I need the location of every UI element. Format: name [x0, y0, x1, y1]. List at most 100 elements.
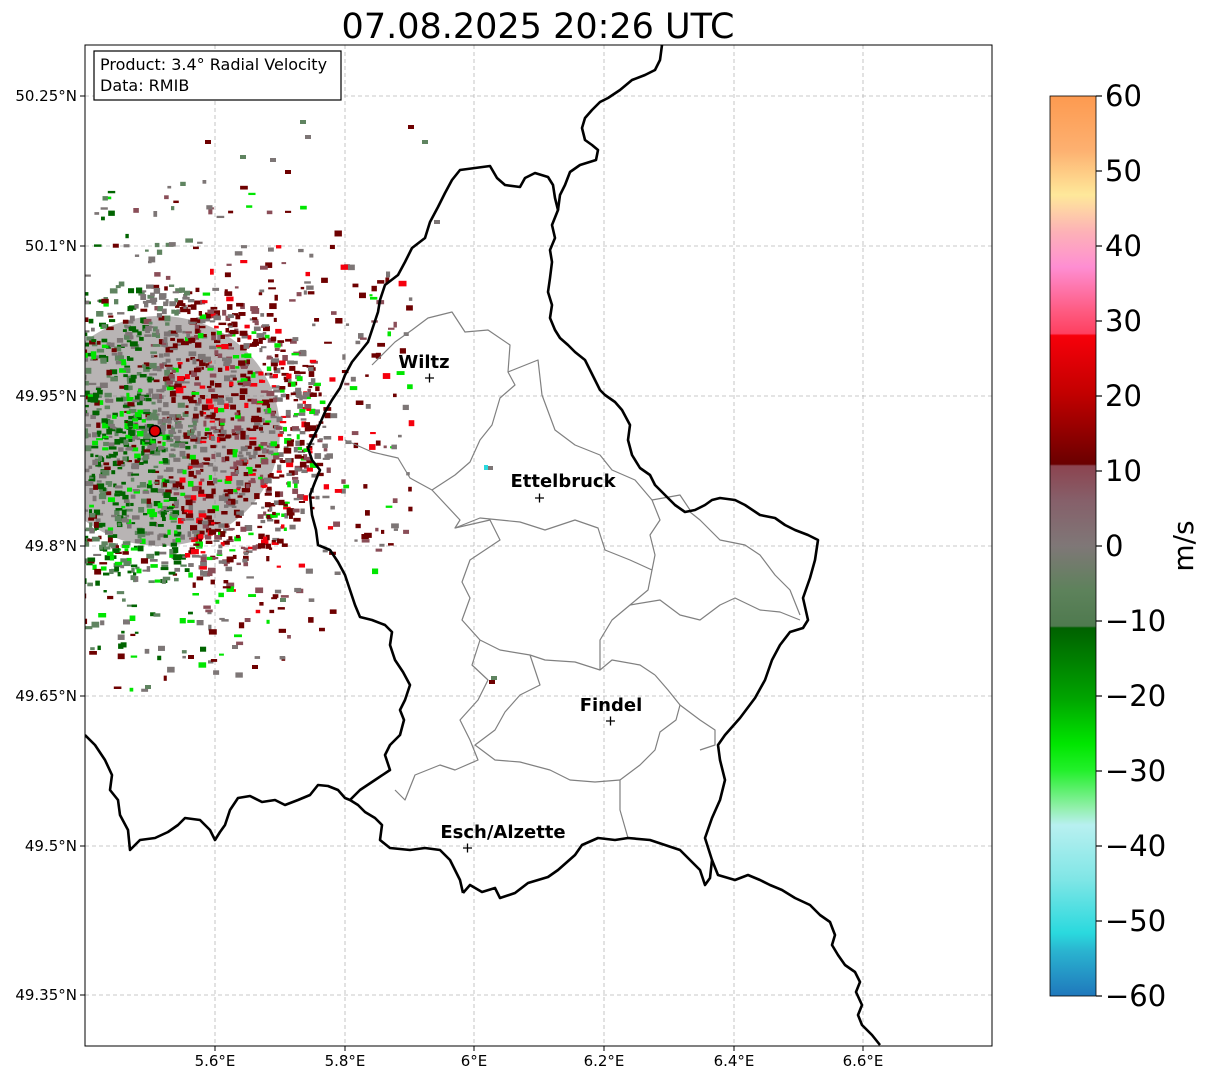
radar-echo-pixel: [110, 376, 118, 382]
radar-echo-pixel: [149, 512, 158, 518]
radar-echo-pixel: [63, 361, 66, 366]
radar-echo-pixel: [61, 412, 68, 415]
city-ettelbruck: Ettelbruck: [510, 471, 617, 503]
radar-echo-pixel: [49, 346, 53, 350]
radar-echo-pixel: [281, 262, 287, 265]
radar-echo-pixel: [133, 434, 139, 440]
radar-echo-pixel: [127, 523, 132, 529]
radar-echo-pixel: [87, 394, 96, 398]
radar-echo-pixel: [77, 323, 82, 328]
radar-echo-pixel: [178, 518, 184, 524]
radar-echo-pixel: [188, 338, 196, 343]
radar-echo-pixel: [330, 413, 338, 419]
radar-echo-pixel: [229, 466, 237, 470]
radar-echo-pixel: [121, 630, 125, 634]
radar-echo-pixel: [217, 399, 225, 405]
radar-echo-pixel: [5, 494, 11, 497]
radar-echo-pixel: [223, 364, 231, 367]
radar-echo-pixel: [182, 456, 187, 459]
colorbar-tick-label: −50: [1105, 904, 1166, 938]
radar-echo-pixel: [252, 545, 257, 551]
radar-echo-pixel: [272, 511, 276, 516]
radar-echo-pixel: [85, 380, 89, 386]
radar-echo-pixel: [172, 510, 180, 516]
radar-echo-pixel: [28, 478, 32, 482]
radar-echo-pixel: [484, 465, 488, 470]
radar-echo-pixel: [71, 347, 79, 351]
radar-echo-pixel: [269, 303, 277, 310]
radar-echo-pixel: [57, 411, 62, 415]
radar-echo-pixel: [289, 299, 296, 302]
radar-echo-pixel: [223, 361, 231, 365]
radar-echo-pixel: [300, 418, 307, 421]
radar-echo-pixel: [23, 495, 26, 498]
radar-echo-pixel: [188, 563, 194, 567]
radar-echo-pixel: [193, 425, 197, 431]
radar-echo-pixel: [172, 343, 178, 350]
radar-echo-pixel: [128, 439, 133, 442]
radar-echo-pixel: [125, 335, 130, 340]
radar-echo-pixel: [185, 513, 194, 518]
radar-echo-pixel: [55, 448, 60, 454]
radar-echo-pixel: [257, 514, 264, 519]
radar-echo-pixel: [220, 531, 226, 537]
radar-echo-pixel: [322, 549, 328, 553]
radar-echo-pixel: [258, 444, 264, 449]
radar-echo-pixel: [239, 394, 246, 400]
radar-echo-pixel: [271, 542, 279, 545]
radar-echo-pixel: [192, 413, 199, 419]
radar-echo-pixel: [176, 525, 182, 530]
radar-echo-pixel: [242, 434, 250, 440]
colorbar-tick-label: −30: [1105, 754, 1166, 788]
radar-echo-pixel: [67, 347, 73, 352]
radar-echo-pixel: [119, 385, 127, 389]
radar-echo-pixel: [200, 556, 207, 562]
radar-echo-pixel: [151, 401, 156, 405]
radar-echo-pixel: [174, 567, 181, 572]
radar-echo-pixel: [129, 341, 138, 347]
radar-echo-pixel: [137, 528, 145, 534]
radar-echo-pixel: [182, 412, 189, 417]
radar-echo-pixel: [42, 526, 48, 529]
radar-echo-pixel: [23, 419, 26, 421]
radar-echo-pixel: [38, 415, 45, 420]
radar-echo-pixel: [249, 440, 257, 446]
radar-echo-pixel: [13, 239, 19, 245]
radar-echo-pixel: [274, 519, 280, 524]
radar-echo-pixel: [68, 374, 71, 376]
radar-echo-pixel: [158, 315, 165, 321]
radar-echo-pixel: [141, 290, 147, 293]
radar-echo-pixel: [300, 120, 306, 124]
radar-echo-pixel: [235, 428, 244, 434]
radar-echo-pixel: [307, 291, 315, 295]
radar-echo-pixel: [41, 493, 47, 498]
radar-echo-pixel: [134, 631, 139, 634]
radar-echo-pixel: [243, 562, 249, 567]
radar-echo-pixel: [188, 470, 194, 477]
radar-echo-pixel: [187, 430, 195, 436]
radar-echo-pixel: [184, 290, 191, 296]
radar-echo-pixel: [128, 326, 133, 331]
radar-echo-pixel: [206, 205, 213, 210]
radar-echo-pixel: [298, 248, 304, 253]
canton-borders: [344, 311, 801, 839]
radar-echo-pixel: [279, 421, 287, 424]
radar-echo-pixel: [51, 456, 57, 461]
radar-echo-pixel: [279, 656, 286, 660]
radar-echo-pixel: [69, 317, 73, 320]
radar-echo-pixel: [154, 242, 160, 248]
radar-echo-pixel: [227, 323, 233, 326]
radar-echo-pixel: [191, 485, 200, 492]
radar-echo-pixel: [140, 558, 149, 564]
radar-echo-pixel: [208, 404, 214, 410]
radar-echo-pixel: [99, 562, 108, 565]
radar-echo-pixel: [148, 480, 152, 486]
radar-echo-pixel: [306, 365, 315, 368]
radar-echo-pixel: [268, 287, 276, 290]
radar-echo-pixel: [306, 460, 313, 464]
radar-echo-pixel: [96, 311, 104, 317]
radar-echo-pixel: [305, 568, 313, 574]
radar-echo-pixel: [62, 294, 68, 297]
radar-echo-pixel: [204, 515, 212, 520]
radar-echo-pixel: [33, 346, 41, 350]
